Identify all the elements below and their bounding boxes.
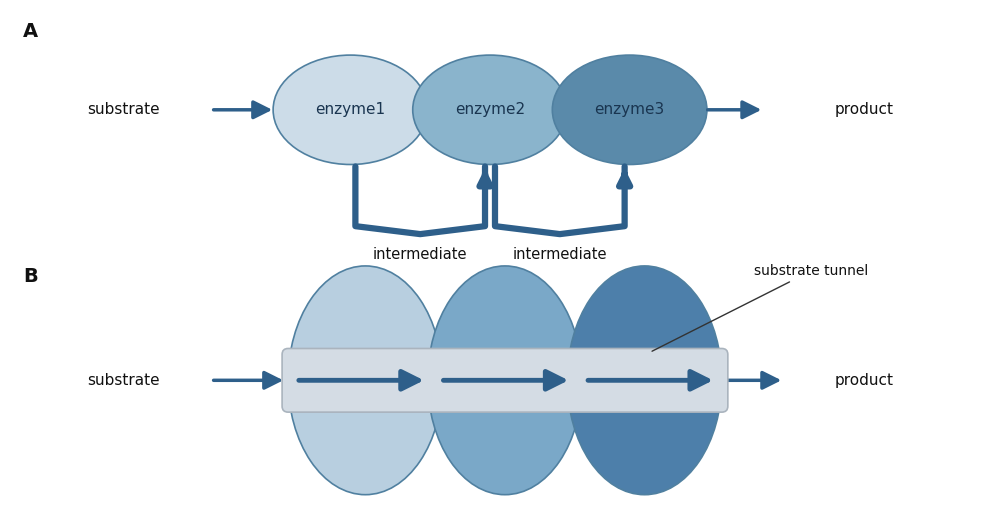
Ellipse shape bbox=[288, 266, 442, 495]
Text: intermediate: intermediate bbox=[373, 246, 467, 262]
Ellipse shape bbox=[552, 55, 706, 164]
Text: enzyme3: enzyme3 bbox=[594, 102, 664, 117]
Text: enzyme2: enzyme2 bbox=[455, 102, 525, 117]
Text: intermediate: intermediate bbox=[512, 246, 606, 262]
Text: B: B bbox=[24, 267, 38, 286]
Text: enzyme1: enzyme1 bbox=[315, 102, 386, 117]
Ellipse shape bbox=[567, 266, 721, 495]
Ellipse shape bbox=[427, 266, 582, 495]
FancyBboxPatch shape bbox=[282, 349, 727, 412]
Text: substrate: substrate bbox=[87, 373, 159, 388]
Text: substrate: substrate bbox=[87, 102, 159, 117]
Text: product: product bbox=[833, 373, 892, 388]
Ellipse shape bbox=[273, 55, 427, 164]
Text: substrate tunnel: substrate tunnel bbox=[652, 264, 868, 351]
Ellipse shape bbox=[412, 55, 567, 164]
Text: product: product bbox=[833, 102, 892, 117]
Text: A: A bbox=[24, 22, 38, 41]
